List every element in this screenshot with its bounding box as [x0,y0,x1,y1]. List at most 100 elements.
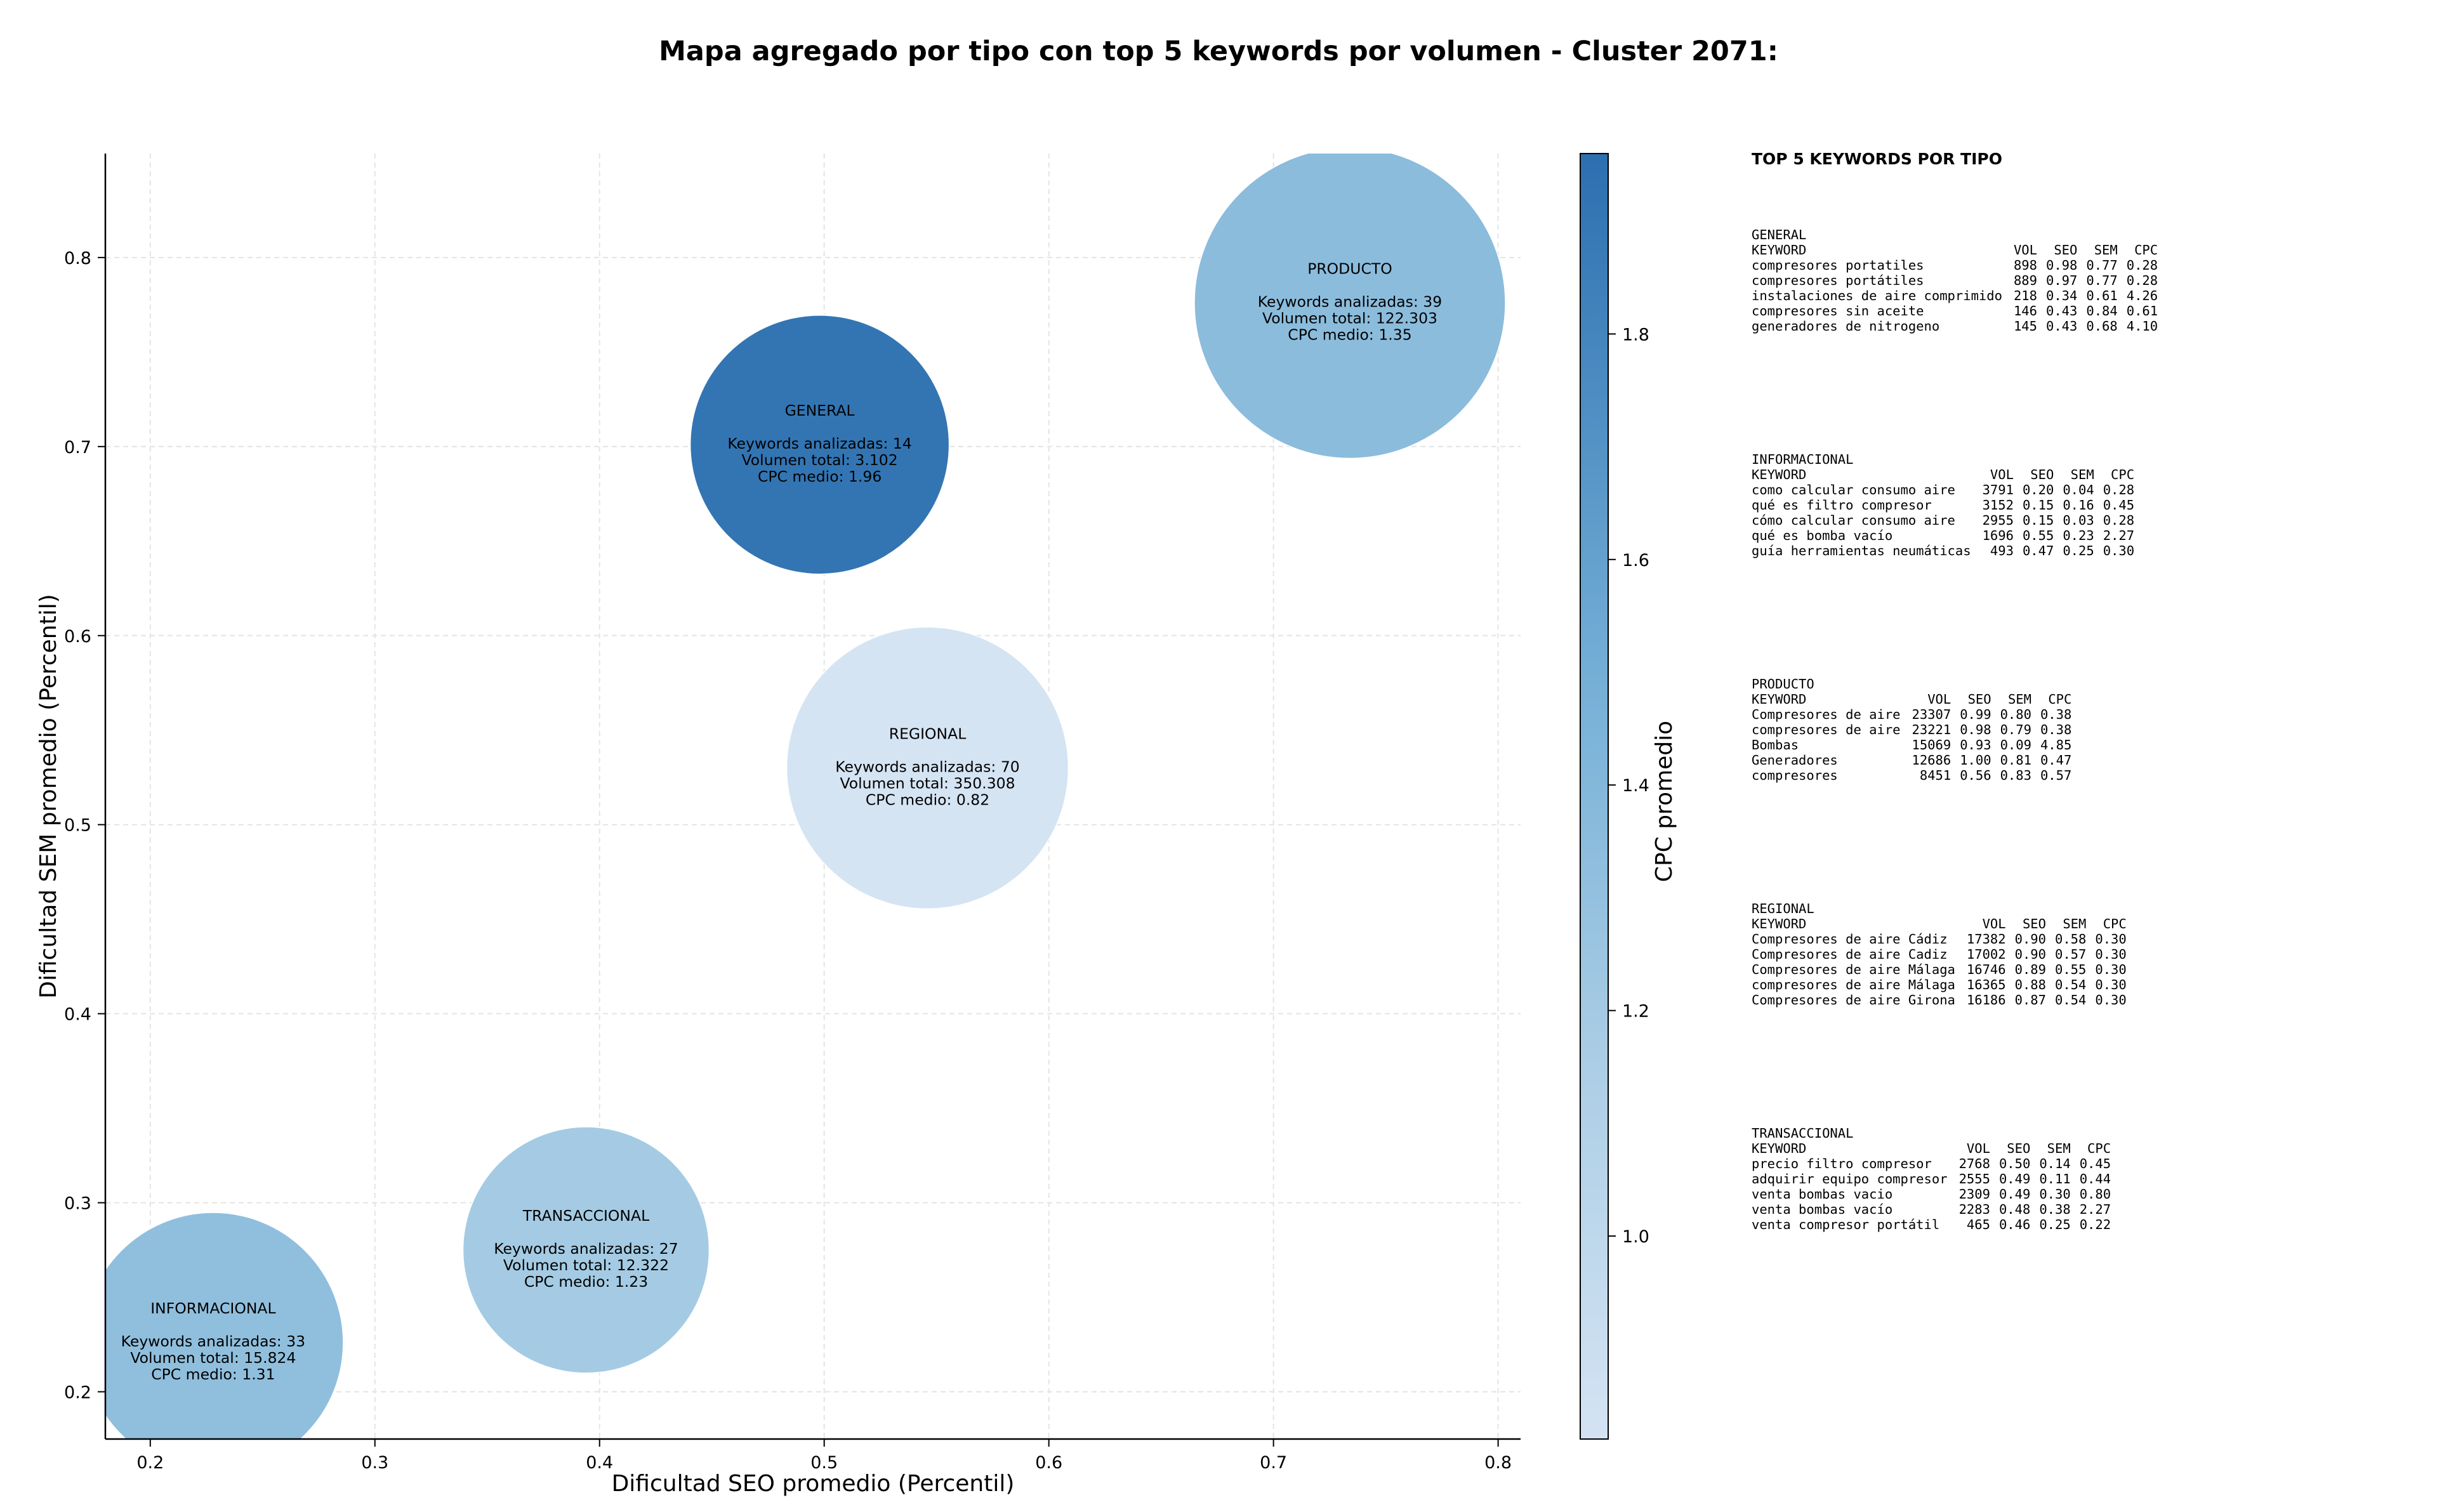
value-cell: 0.34 [2045,288,2078,303]
value-cell: 0.28 [2103,482,2135,497]
value-cell: 0.90 [2014,931,2046,947]
header-cell: SEM [2047,1141,2071,1156]
table-row: compresores de aire 23221 0.98 0.79 0.38 [1752,722,2071,737]
keyword-cell: precio filtro compresor [1752,1156,1932,1171]
header-cell: CPC [2103,916,2127,931]
bubble-stat: Volumen total: 15.824 [130,1349,296,1367]
value-cell: 4.85 [2040,737,2072,753]
bubble-informacional: INFORMACIONAL Keywords analizadas: 33Volu… [105,1212,344,1439]
value-cell: 0.44 [2079,1171,2111,1187]
table-row: qué es filtro compresor 3152 0.15 0.16 0.45 [1752,497,2134,513]
value-cell: 0.45 [2079,1156,2111,1171]
table-row: compresores 8451 0.56 0.83 0.57 [1752,768,2071,783]
keyword-cell: qué es bomba vacío [1752,528,1893,543]
bubble-circle [786,626,1069,910]
value-cell: 0.15 [2022,513,2054,528]
table-header: KEYWORD VOL SEO SEM CPC [1752,692,2071,707]
value-cell: 0.98 [2045,258,2078,273]
table-row: compresores sin aceite 146 0.43 0.84 0.61 [1752,303,2158,319]
header-cell: KEYWORD [1752,1141,1807,1156]
value-cell: 0.56 [1960,768,1991,783]
table-row: Compresores de aire 23307 0.99 0.80 0.38 [1752,707,2071,722]
value-cell: 3791 [1982,482,2014,497]
value-cell: 2955 [1982,513,2014,528]
table-row: venta bombas vacío 2283 0.48 0.38 2.27 [1752,1202,2111,1217]
x-tick-label: 0.2 [136,1453,164,1473]
value-cell: 0.80 [2000,707,2031,722]
value-cell: 0.09 [2000,737,2031,753]
table-row: qué es bomba vacío 1696 0.55 0.23 2.27 [1752,528,2134,543]
x-tick-label: 0.3 [361,1453,388,1473]
keyword-cell: compresores de aire Málaga [1752,977,1955,992]
value-cell: 0.30 [2039,1187,2071,1202]
value-cell: 898 [2013,258,2037,273]
bubble-transaccional: TRANSACCIONAL Keywords analizadas: 27Volu… [462,1126,710,1374]
bubble-name: GENERAL [785,402,855,419]
value-cell: 0.30 [2095,992,2127,1008]
value-cell: 0.48 [1998,1202,2031,1217]
value-cell: 0.93 [1960,737,1991,753]
value-cell: 0.68 [2086,319,2118,334]
value-cell: 0.16 [2063,497,2094,513]
bubble-circle [689,315,950,575]
keyword-cell: venta bombas vacío [1752,1202,1893,1217]
keyword-table: KEYWORD VOL SEO SEM CPC compresores portatile… [1752,242,2158,334]
keyword-cell: instalaciones de aire comprimido [1752,288,2002,303]
value-cell: 0.88 [2014,977,2046,992]
colorbar-tick-label: 1.6 [1622,551,1649,570]
value-cell: 0.28 [2126,258,2158,273]
value-cell: 0.77 [2086,258,2118,273]
bubble-stat: Keywords analizadas: 14 [727,435,911,452]
value-cell: 0.47 [2040,753,2072,768]
value-cell: 2768 [1958,1156,1990,1171]
table-row: adquirir equipo compresor 2555 0.49 0.11 0.4… [1752,1171,2111,1187]
keyword-table: KEYWORD VOL SEO SEM CPC Compresores de aire C… [1752,916,2127,1008]
table-row: guía herramientas neumáticas 493 0.47 0.25 0… [1752,543,2134,558]
x-tick-label: 0.4 [586,1453,613,1473]
table-row: compresores portátiles 889 0.97 0.77 0.28 [1752,273,2158,288]
value-cell: 0.23 [2063,528,2094,543]
table-row: precio filtro compresor 2768 0.50 0.14 0.45 [1752,1156,2111,1171]
table-header: KEYWORD VOL SEO SEM CPC [1752,1141,2111,1156]
keyword-cell: compresores portatiles [1752,258,1924,273]
bubble-stat: Volumen total: 3.102 [742,451,898,469]
header-cell: VOL [1982,916,2006,931]
colorbar-gradient [1580,153,1609,1440]
header-cell: VOL [2013,242,2037,258]
value-cell: 0.89 [2014,962,2046,977]
header-cell: SEM [2063,916,2087,931]
value-cell: 889 [2013,273,2037,288]
group-name: PRODUCTO [1752,676,1814,692]
keyword-cell: cómo calcular consumo aire [1752,513,1955,528]
value-cell: 1.00 [1960,753,1991,768]
keyword-group-regional: REGIONAL KEYWORD VOL SEO SEM CPC Compresores d… [1752,901,2412,1126]
value-cell: 4.26 [2126,288,2158,303]
value-cell: 0.81 [2000,753,2031,768]
value-cell: 218 [2013,288,2037,303]
bubble-stat: Keywords analizadas: 39 [1258,293,1442,310]
value-cell: 0.20 [2022,482,2054,497]
header-cell: VOL [1927,692,1952,707]
header-cell: VOL [1990,467,2014,482]
value-cell: 145 [2013,319,2037,334]
value-cell: 0.84 [2086,303,2118,319]
value-cell: 2309 [1958,1187,1990,1202]
keyword-cell: como calcular consumo aire [1752,482,1955,497]
x-tick-label: 0.8 [1484,1453,1512,1473]
value-cell: 1696 [1982,528,2014,543]
y-tick-label: 0.8 [64,249,91,268]
keyword-groups: GENERAL KEYWORD VOL SEO SEM CPC compresores po… [1752,227,2412,1350]
x-axis-label: Dificultad SEO promedio (Percentil) [612,1471,1015,1497]
table-row: cómo calcular consumo aire 2955 0.15 0.03 0.… [1752,513,2134,528]
keyword-table: KEYWORD VOL SEO SEM CPC como calcular consumo… [1752,467,2134,558]
bubble-stat: CPC medio: 1.35 [1288,325,1411,343]
keyword-cell: generadores de nitrogeno [1752,319,1940,334]
keyword-cell: Compresores de aire Málaga [1752,962,1955,977]
colorbar-tick-label: 1.8 [1622,325,1649,345]
value-cell: 0.50 [1998,1156,2031,1171]
keyword-cell: compresores [1752,768,1838,783]
y-tick-label: 0.3 [64,1194,91,1214]
keyword-group-transaccional: TRANSACCIONAL KEYWORD VOL SEO SEM CPC precio f… [1752,1126,2412,1350]
